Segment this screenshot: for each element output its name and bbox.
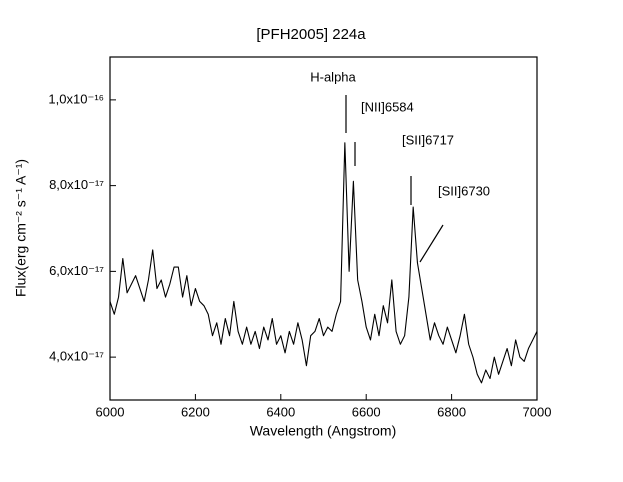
x-axis-label: Wavelength (Angstrom) <box>250 423 397 439</box>
x-tick-label: 7000 <box>523 404 552 419</box>
annotation: [NII]6584 <box>361 99 414 114</box>
x-tick-label: 6600 <box>352 404 381 419</box>
y-tick-label: 4,0x10⁻¹⁷ <box>49 349 104 364</box>
x-tick-label: 6400 <box>266 404 295 419</box>
plot-frame <box>109 56 538 401</box>
x-tick-label: 6800 <box>437 404 466 419</box>
x-tick-label: 6200 <box>181 404 210 419</box>
chart-title: [PFH2005] 224a <box>256 26 366 43</box>
annotation: [SII]6730 <box>438 183 490 198</box>
y-tick-label: 8,0x10⁻¹⁷ <box>49 177 104 192</box>
x-tick-label: 6000 <box>96 404 125 419</box>
annotation: H-alpha <box>310 69 356 84</box>
y-tick-label: 1,0x10⁻¹⁶ <box>48 91 104 106</box>
annotation-line <box>419 224 444 263</box>
annotation: [SII]6717 <box>402 132 454 147</box>
spectrum-line <box>109 142 538 384</box>
y-axis-label: Flux(erg cm⁻² s⁻¹ A⁻¹) <box>13 159 29 297</box>
y-tick-label: 6,0x10⁻¹⁷ <box>49 263 104 278</box>
